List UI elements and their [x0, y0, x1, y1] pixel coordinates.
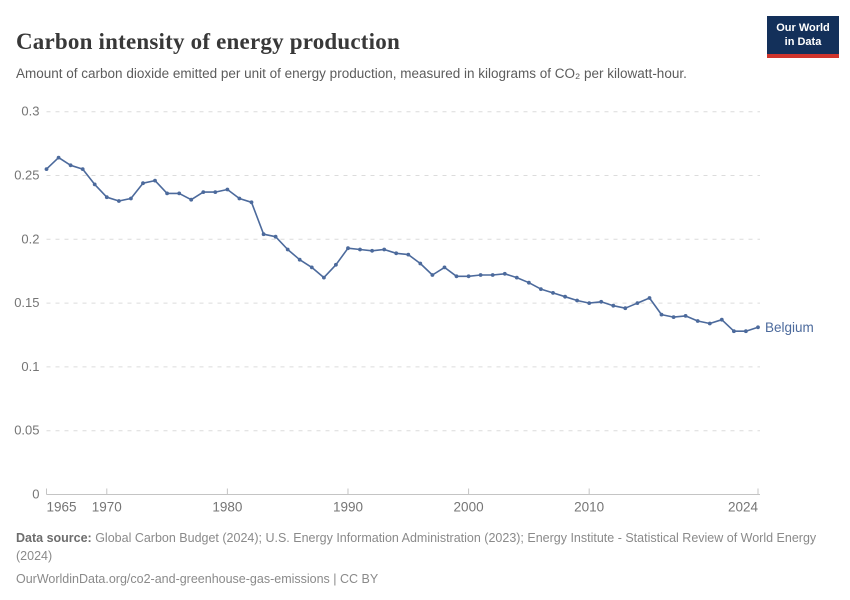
data-point-2005[interactable] — [527, 280, 531, 285]
data-point-2021[interactable] — [719, 317, 724, 322]
data-point-1976[interactable] — [177, 191, 182, 196]
data-point-2015[interactable] — [647, 296, 652, 300]
x-axis-label-2000: 2000 — [454, 500, 484, 515]
data-point-2006[interactable] — [539, 287, 543, 291]
data-point-1996[interactable] — [418, 261, 423, 266]
chart-footer: Data source: Global Carbon Budget (2024)… — [16, 529, 822, 588]
data-point-1988[interactable] — [322, 275, 326, 280]
data-point-1998[interactable] — [442, 265, 447, 270]
data-point-1990[interactable] — [346, 246, 350, 251]
data-point-2013[interactable] — [623, 306, 628, 311]
y-axis-label-0: 0 — [32, 487, 39, 502]
y-axis-label-0.25: 0.25 — [14, 168, 39, 183]
data-point-2018[interactable] — [683, 314, 688, 318]
license-line: OurWorldinData.org/co2-and-greenhouse-ga… — [16, 572, 379, 587]
owid-logo-line2: in Data — [784, 36, 822, 49]
y-axis-label-0.3: 0.3 — [21, 104, 39, 119]
data-point-2022[interactable] — [732, 329, 736, 334]
owid-logo-line1: Our World — [776, 22, 830, 34]
data-point-2009[interactable] — [575, 298, 579, 303]
x-axis-label-1965: 1965 — [47, 500, 77, 515]
data-point-2023[interactable] — [744, 329, 748, 334]
data-point-1972[interactable] — [129, 196, 133, 201]
data-point-1975[interactable] — [165, 191, 170, 196]
data-point-1979[interactable] — [213, 190, 218, 194]
y-axis-label-0.1: 0.1 — [21, 359, 39, 374]
data-point-1997[interactable] — [430, 273, 435, 277]
data-point-1967[interactable] — [68, 163, 73, 168]
data-point-1986[interactable] — [297, 257, 302, 262]
x-axis-label-2024: 2024 — [728, 500, 759, 515]
x-axis-label-1990: 1990 — [333, 500, 363, 515]
x-axis-label-1970: 1970 — [92, 500, 122, 515]
series-label-belgium[interactable]: Belgium — [765, 320, 814, 335]
data-source-label: Data source: — [16, 531, 92, 545]
data-point-2020[interactable] — [707, 321, 712, 326]
data-point-2007[interactable] — [551, 291, 555, 295]
x-axis-label-1980: 1980 — [212, 500, 242, 515]
page-title: Carbon intensity of energy production — [16, 29, 400, 55]
y-axis-label-0.2: 0.2 — [21, 231, 39, 246]
data-point-1983[interactable] — [261, 232, 266, 237]
data-point-1982[interactable] — [249, 200, 254, 205]
data-point-1991[interactable] — [358, 247, 362, 252]
data-point-2000[interactable] — [466, 274, 471, 279]
data-point-1969[interactable] — [92, 182, 97, 187]
owid-logo: Our World in Data — [767, 16, 839, 58]
data-point-2008[interactable] — [563, 294, 567, 299]
data-point-1994[interactable] — [394, 251, 399, 256]
y-axis-label-0.05: 0.05 — [14, 423, 39, 438]
data-point-1999[interactable] — [454, 274, 459, 279]
data-point-1985[interactable] — [285, 247, 290, 252]
data-point-1980[interactable] — [225, 187, 230, 192]
chart-subtitle: Amount of carbon dioxide emitted per uni… — [16, 65, 687, 81]
data-point-2004[interactable] — [514, 275, 519, 280]
data-source-list: Global Carbon Budget (2024); U.S. Energy… — [16, 531, 817, 564]
data-point-2016[interactable] — [659, 312, 664, 317]
data-point-2014[interactable] — [635, 301, 640, 305]
data-point-1970[interactable] — [104, 195, 109, 200]
series-line-belgium[interactable] — [45, 156, 759, 332]
data-source-line: Data source: Global Carbon Budget (2024)… — [16, 529, 822, 565]
data-point-2017[interactable] — [671, 315, 676, 319]
data-point-1971[interactable] — [117, 199, 121, 203]
data-point-1965[interactable] — [44, 167, 49, 171]
data-point-2001[interactable] — [478, 273, 483, 277]
data-point-1989[interactable] — [334, 262, 338, 267]
data-point-1968[interactable] — [80, 167, 85, 171]
data-point-1977[interactable] — [189, 197, 194, 202]
x-axis-label-2010: 2010 — [574, 500, 604, 515]
data-point-1981[interactable] — [237, 196, 242, 201]
data-point-1984[interactable] — [273, 234, 278, 239]
data-point-1995[interactable] — [406, 252, 411, 257]
data-point-1974[interactable] — [153, 178, 157, 183]
data-point-1973[interactable] — [141, 181, 145, 186]
data-point-2011[interactable] — [599, 299, 604, 304]
y-axis-label-0.15: 0.15 — [14, 295, 39, 310]
data-point-2019[interactable] — [695, 319, 700, 323]
data-point-1987[interactable] — [309, 265, 314, 270]
data-point-1966[interactable] — [56, 155, 61, 160]
data-point-2003[interactable] — [502, 271, 507, 276]
data-point-1993[interactable] — [382, 247, 387, 252]
data-point-2002[interactable] — [490, 273, 495, 277]
data-point-2024[interactable] — [756, 325, 760, 330]
data-point-2012[interactable] — [611, 303, 616, 308]
data-point-1978[interactable] — [201, 190, 206, 194]
data-point-1992[interactable] — [370, 248, 374, 253]
data-point-2010[interactable] — [587, 301, 592, 305]
line-chart[interactable]: 0 0.05 0.1 0.15 0.2 0.25 0.3 1965 1970 1980 1990 20… — [0, 92, 850, 530]
